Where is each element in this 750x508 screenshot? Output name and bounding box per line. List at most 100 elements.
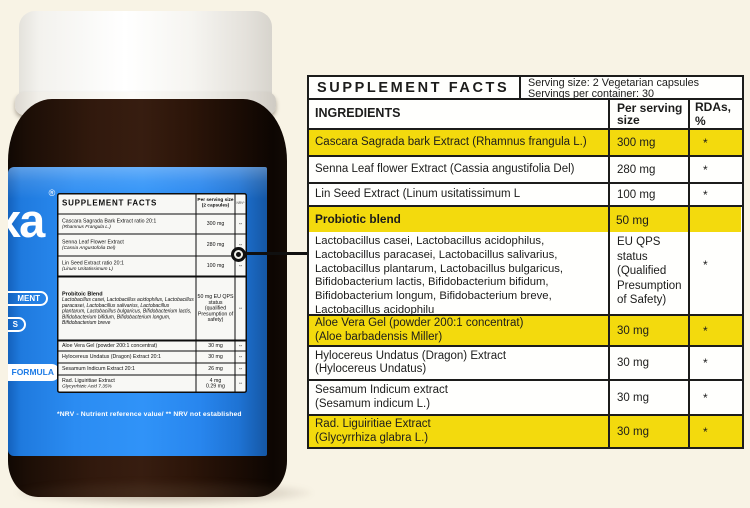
ingredient-name: Lin Seed Extract ratio 20:1 bbox=[62, 260, 124, 266]
column-headers: INGREDIENTS Per serving size RDAs, % bbox=[309, 100, 742, 128]
blend-title: Probitoic Blend bbox=[62, 291, 103, 298]
facts-header: SUPPLEMENT FACTS Serving size: 2 Vegetar… bbox=[309, 77, 742, 100]
bottle-shadow bbox=[16, 481, 312, 505]
ingredient-latin: (Rhamnus Frangula L.) bbox=[62, 223, 111, 230]
ingredient-row-aloe: Aloe Vera Gel (powder 200:1 concentrat)(… bbox=[309, 314, 742, 345]
ingredient-amount: 50 mg bbox=[610, 207, 688, 232]
bottle-facts-footnote: *NRV - Nutrient reference value/ ** NRV … bbox=[57, 410, 242, 418]
ingredient-row-senna: Senna Leaf flower Extract (Cassia angust… bbox=[309, 155, 742, 182]
ingredient-name: Lin Seed Extract (Linum usitatissimum L bbox=[315, 187, 521, 200]
facts-title: SUPPLEMENT FACTS bbox=[309, 77, 521, 98]
ingredient-rda: * bbox=[688, 347, 741, 379]
blend-title: Probiotic blend bbox=[309, 207, 608, 232]
badge-formula: FORMULA bbox=[8, 364, 60, 381]
ingredient-amount: 50 mg EU QPS status (qualified Presumpti… bbox=[195, 277, 235, 340]
ingredient-amount: 26 mg bbox=[195, 363, 235, 375]
ingredient-rda: * bbox=[688, 130, 741, 155]
bottle-facts-row: Aloe Vera Gel (powder 200:1 concentrat) … bbox=[58, 339, 246, 351]
ingredient-amount: 30 mg bbox=[195, 341, 235, 351]
supplement-facts-table: SUPPLEMENT FACTS Serving size: 2 Vegetar… bbox=[307, 75, 744, 449]
bottle-facts-row: Lin Seed Extract ratio 20:1 (Linum Usitat… bbox=[58, 255, 246, 276]
ingredient-row-liguiritiae: Rad. Liguiritiae Extract (Glycyrrhiza gla… bbox=[309, 414, 742, 447]
ingredient-row-sesamum: Sesamum Indicum extract (Sesamum indicum … bbox=[309, 379, 742, 414]
ingredient-amount: 300 mg bbox=[608, 130, 688, 155]
ingredient-name: Rad. Liguiritiae Extract bbox=[62, 377, 115, 384]
bottle-facts-row-probiotic: Probitoic Blend Lactobacillus casei, Lact… bbox=[58, 275, 246, 340]
brand-text: xa® bbox=[8, 189, 55, 247]
ingredient-rda: * bbox=[688, 184, 741, 205]
ingredient-amount: 30 mg bbox=[195, 351, 235, 363]
ingredient-row-hylocereus: Hylocereus Undatus (Dragon) Extract (Hylo… bbox=[309, 345, 742, 379]
col-per-serving: Per serving size bbox=[608, 100, 688, 128]
ingredient-latin: (Linum Usitatissimum L) bbox=[62, 265, 113, 272]
blend-species: Lactobacillus casei, Lactobacillus acido… bbox=[62, 297, 194, 326]
ingredient-amount: 280 mg bbox=[195, 234, 235, 256]
qps-status: EU QPS status (Qualified Presumption of … bbox=[617, 236, 682, 307]
ingredient-latin: (Sesamum indicum L.) bbox=[315, 397, 431, 410]
badge-supplement: MENT bbox=[8, 291, 48, 306]
ingredient-row-linseed: Lin Seed Extract (Linum usitatissimum L … bbox=[309, 182, 742, 205]
ingredient-amount: 100 mg bbox=[608, 184, 688, 205]
serving-size: Serving size: 2 Vegetarian capsules bbox=[528, 77, 700, 89]
badge-capsules: S bbox=[8, 317, 26, 332]
ingredient-name: Cascara Sagrada Bark Extract ratio 20:1 bbox=[62, 218, 157, 224]
bottle-facts-col-serving: Per serving size (2 capsules) bbox=[195, 194, 235, 214]
ingredient-nrv: ** bbox=[234, 363, 246, 375]
ingredient-amount: 30 mg bbox=[608, 347, 688, 379]
ingredient-rda: * bbox=[688, 381, 741, 414]
bottle-facts-row: Senna Leaf Flower Extract (Cassia Angusto… bbox=[58, 233, 246, 256]
bottle-facts-panel: SUPPLEMENT FACTS Per serving size (2 cap… bbox=[57, 193, 247, 393]
ingredient-name: Sesamum Indicum extract bbox=[315, 384, 448, 397]
ingredient-rda: * bbox=[688, 316, 741, 345]
ingredient-name: Hylocereus Undatus (Dragon) Extract bbox=[315, 349, 507, 362]
ingredient-name: Hylocereus Undatus (Dragon) Extract 20:1 bbox=[62, 353, 161, 360]
bottle-facts-col-nrv: NRV* bbox=[234, 194, 246, 214]
ingredient-rda: * bbox=[688, 416, 741, 447]
bottle-facts-row: Cascara Sagrada Bark Extract ratio 20:1(… bbox=[58, 213, 246, 234]
ingredient-latin: (Aloe barbadensis Miller) bbox=[315, 330, 443, 343]
bottle-facts-title: SUPPLEMENT FACTS bbox=[62, 199, 158, 208]
bottle-facts-header: SUPPLEMENT FACTS Per serving size (2 cap… bbox=[59, 194, 246, 214]
ingredient-nrv: ** bbox=[234, 214, 246, 234]
ingredient-name: Rad. Liguiritiae Extract bbox=[315, 418, 431, 431]
ingredient-row-cascara: Cascara Sagrada bark Extract (Rhamnus fr… bbox=[309, 128, 742, 155]
ingredient-latin: Glycyrrhizic Acid 7.35% bbox=[62, 383, 112, 389]
ingredient-latin: (Hylocereus Undatus) bbox=[315, 363, 427, 375]
ingredient-name: Aloe Vera Gel (powder 200:1 concentrat) bbox=[62, 342, 158, 349]
registered-trademark: ® bbox=[48, 188, 56, 198]
ingredient-name: Aloe Vera Gel (powder 200:1 concentrat) bbox=[315, 317, 524, 330]
ingredient-amount: 30 mg bbox=[608, 316, 688, 345]
rda-band bbox=[690, 207, 741, 232]
bottle-label: xa® MENT S FORMULA SUPPLEMENT FACTS Per … bbox=[8, 167, 267, 456]
ingredient-amount-2: 0.29 mg bbox=[206, 383, 225, 389]
ingredient-nrv: ** bbox=[234, 234, 246, 256]
brand-fragment: xa bbox=[8, 194, 45, 247]
ingredient-latin: (Glycyrrhiza glabra L.) bbox=[315, 431, 429, 444]
ingredient-latin: (Cassia Angustofolia Del) bbox=[62, 244, 116, 251]
ingredient-nrv: ** bbox=[234, 277, 246, 340]
ingredient-name: Cascara Sagrada bark Extract (Rhamnus fr… bbox=[315, 135, 587, 148]
servings-per-container: Servings per container: 30 bbox=[528, 87, 655, 100]
ingredient-amount: 300 mg bbox=[195, 214, 235, 234]
ingredient-rda: * bbox=[703, 258, 708, 272]
ingredient-row-probiotic-blend: Probiotic blend Lactobacillus casei, Lac… bbox=[309, 205, 742, 316]
ingredient-name: Sesamum Indicum Extract 20:1 bbox=[62, 365, 135, 372]
col-rda: RDAs, % bbox=[688, 100, 741, 128]
bottle-facts-row: Hylocereus Undatus (Dragon) Extract 20:1… bbox=[58, 350, 246, 363]
ingredient-amount: 280 mg bbox=[608, 157, 688, 182]
blend-species: Lactobacillus casei, Lactobacillus acido… bbox=[315, 235, 564, 316]
callout-ring bbox=[231, 247, 246, 262]
ingredient-name: Senna Leaf Flower Extract bbox=[62, 239, 124, 245]
ingredient-amount: 30 mg bbox=[608, 416, 688, 447]
ingredient-nrv: ** bbox=[234, 375, 246, 392]
ingredient-nrv: ** bbox=[234, 341, 246, 351]
ingredient-rda: * bbox=[688, 157, 741, 182]
ingredient-nrv: ** bbox=[234, 256, 246, 276]
serving-info: Serving size: 2 Vegetarian capsules Serv… bbox=[521, 77, 742, 100]
ingredient-nrv: ** bbox=[234, 351, 246, 363]
callout-line bbox=[245, 252, 308, 255]
ingredient-amount: 30 mg bbox=[608, 381, 688, 414]
col-ingredients: INGREDIENTS bbox=[315, 106, 401, 121]
bottle-facts-row: Rad. Liguiritiae Extract Glycyrrhizic Aci… bbox=[58, 374, 246, 392]
